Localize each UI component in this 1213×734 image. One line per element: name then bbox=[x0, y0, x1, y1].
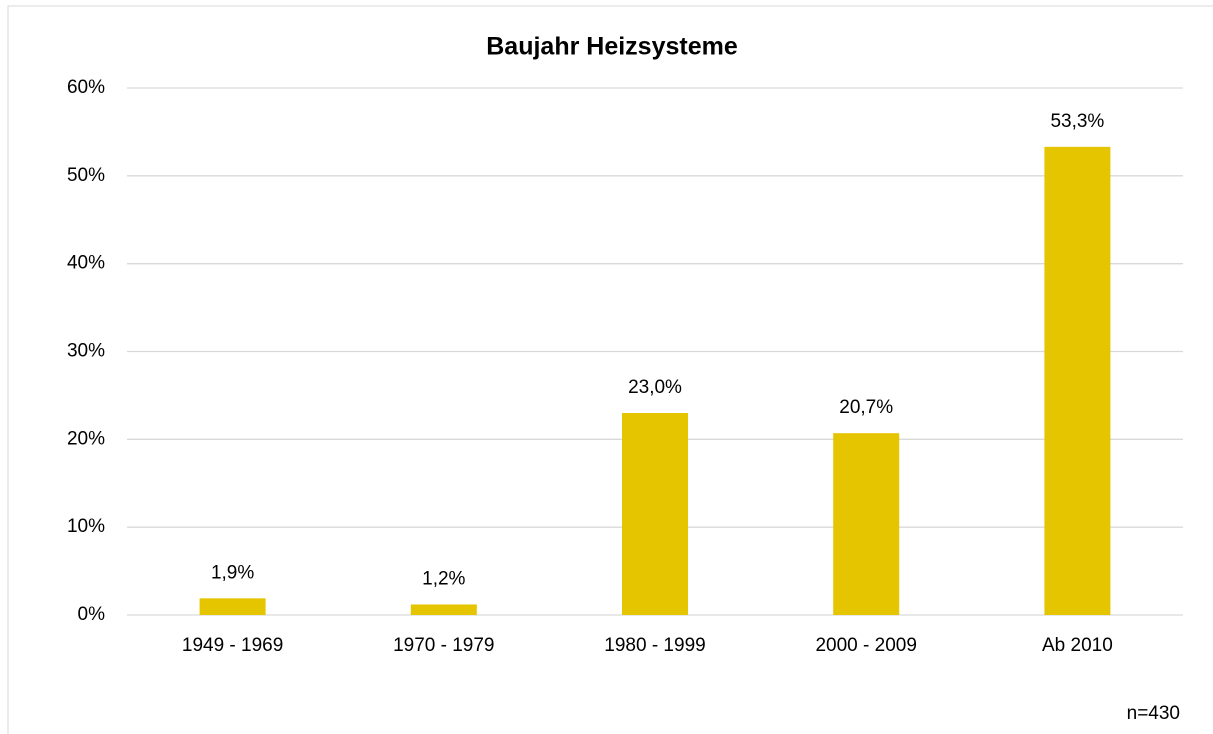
data-label: 1,9% bbox=[211, 562, 254, 583]
chart-border bbox=[7, 5, 1213, 734]
y-tick-label: 60% bbox=[67, 77, 105, 98]
y-tick-label: 10% bbox=[67, 516, 105, 537]
x-tick-label: 1980 - 1999 bbox=[604, 635, 705, 656]
x-tick-label: Ab 2010 bbox=[1042, 635, 1113, 656]
data-label: 20,7% bbox=[839, 397, 893, 418]
y-tick-label: 50% bbox=[67, 165, 105, 186]
y-tick-label: 20% bbox=[67, 428, 105, 449]
annotation: n=430 bbox=[1127, 703, 1180, 724]
y-tick-label: 40% bbox=[67, 253, 105, 274]
bar bbox=[199, 598, 266, 615]
bar bbox=[622, 412, 688, 615]
y-tick-label: 30% bbox=[67, 341, 105, 362]
bar bbox=[1044, 146, 1111, 615]
bar bbox=[410, 604, 477, 615]
data-label: 53,3% bbox=[1050, 111, 1104, 132]
chart-title: Baujahr Heizsysteme bbox=[486, 33, 738, 61]
x-tick-label: 2000 - 2009 bbox=[815, 635, 916, 656]
x-tick-label: 1970 - 1979 bbox=[393, 635, 494, 656]
y-tick-label: 0% bbox=[78, 604, 106, 625]
data-label: 1,2% bbox=[422, 568, 465, 589]
data-label: 23,0% bbox=[628, 377, 682, 398]
bar bbox=[833, 433, 900, 615]
x-tick-label: 1949 - 1969 bbox=[182, 635, 283, 656]
